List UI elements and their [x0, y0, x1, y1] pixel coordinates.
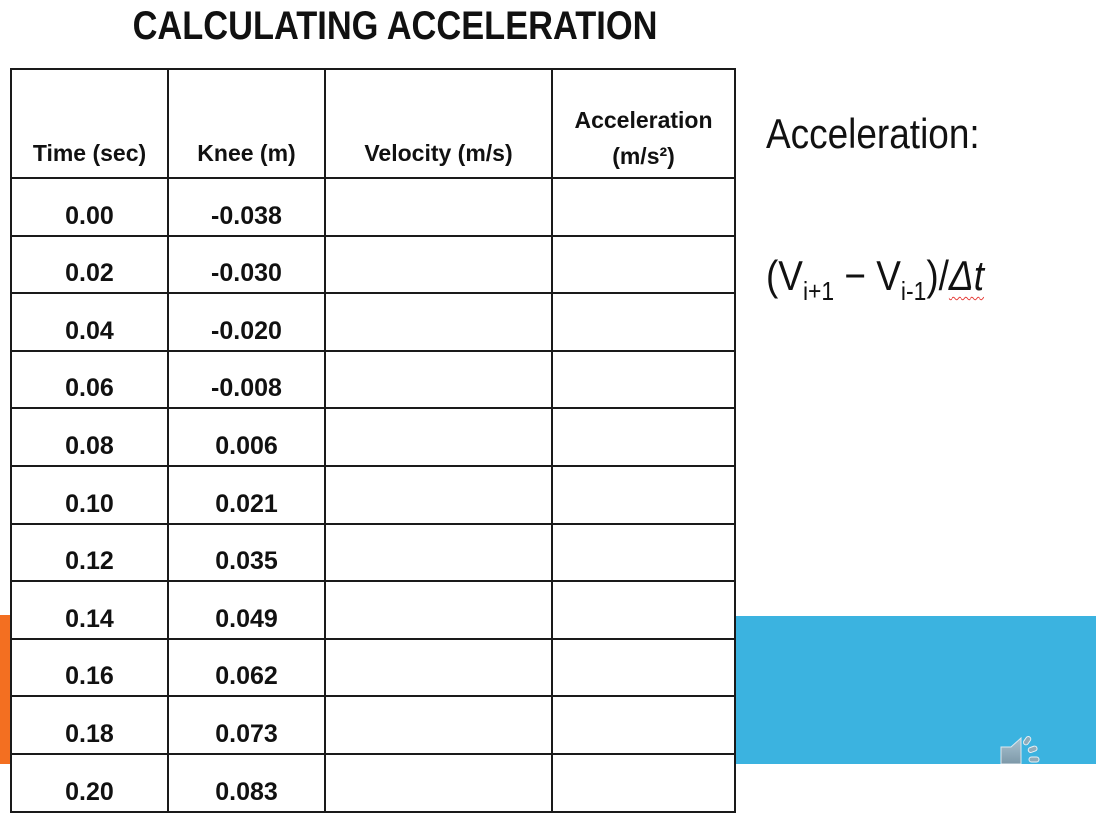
formula-minus: − V	[834, 252, 901, 299]
cell-velocity[interactable]	[324, 464, 553, 525]
acceleration-table: Time (sec) Knee (m) Velocity (m/s) Accel…	[10, 68, 736, 813]
cell-knee: 0.035	[167, 522, 326, 583]
cell-velocity[interactable]	[324, 407, 553, 467]
cell-knee: 0.073	[167, 695, 326, 755]
cell-acceleration[interactable]	[551, 464, 736, 525]
cell-velocity[interactable]	[324, 177, 553, 237]
header-acceleration-line1: Acceleration	[574, 107, 713, 133]
table-row: 0.08 0.006	[10, 407, 736, 467]
table-row: 0.02 -0.030	[10, 234, 736, 295]
cell-acceleration[interactable]	[551, 752, 736, 813]
cell-time: 0.14	[10, 580, 169, 640]
cell-velocity[interactable]	[324, 752, 553, 813]
cell-velocity[interactable]	[324, 234, 553, 295]
cell-knee: 0.062	[167, 637, 326, 698]
table-row: 0.06 -0.008	[10, 349, 736, 410]
cell-acceleration[interactable]	[551, 292, 736, 352]
cell-time: 0.02	[10, 234, 169, 295]
table-row: 0.00 -0.038	[10, 177, 736, 237]
cell-acceleration[interactable]	[551, 580, 736, 640]
acceleration-formula: (Vi+1 − Vi-1)/Δt	[766, 252, 984, 307]
blue-accent-band	[734, 616, 1096, 764]
table-row: 0.12 0.035	[10, 522, 736, 583]
formula-close: )/	[926, 252, 949, 299]
header-acceleration: Acceleration (m/s²)	[551, 68, 736, 179]
table-row: 0.14 0.049	[10, 580, 736, 640]
table-header-row: Time (sec) Knee (m) Velocity (m/s) Accel…	[10, 68, 736, 179]
cell-acceleration[interactable]	[551, 407, 736, 467]
header-velocity: Velocity (m/s)	[324, 68, 553, 179]
cell-knee: 0.083	[167, 752, 326, 813]
cell-time: 0.06	[10, 349, 169, 410]
cell-time: 0.08	[10, 407, 169, 467]
header-knee: Knee (m)	[167, 68, 326, 179]
cell-knee: 0.049	[167, 580, 326, 640]
formula-open: (V	[766, 252, 803, 299]
formula-sub-prev: i-1	[900, 276, 927, 306]
cell-time: 0.16	[10, 637, 169, 698]
cell-velocity[interactable]	[324, 580, 553, 640]
table-row: 0.10 0.021	[10, 464, 736, 525]
cell-knee: 0.021	[167, 464, 326, 525]
table-row: 0.04 -0.020	[10, 292, 736, 352]
cell-time: 0.04	[10, 292, 169, 352]
cell-velocity[interactable]	[324, 637, 553, 698]
table-row: 0.18 0.073	[10, 695, 736, 755]
formula-sub-next: i+1	[802, 276, 835, 306]
cell-velocity[interactable]	[324, 695, 553, 755]
cell-time: 0.10	[10, 464, 169, 525]
slide-title: CALCULATING ACCELERATION	[132, 4, 658, 48]
cell-time: 0.18	[10, 695, 169, 755]
cell-knee: -0.030	[167, 234, 326, 295]
cell-time: 0.12	[10, 522, 169, 583]
cell-knee: 0.006	[167, 407, 326, 467]
cell-acceleration[interactable]	[551, 234, 736, 295]
cell-acceleration[interactable]	[551, 695, 736, 755]
table-row: 0.20 0.083	[10, 752, 736, 813]
cell-acceleration[interactable]	[551, 177, 736, 237]
cell-knee: -0.038	[167, 177, 326, 237]
cell-acceleration[interactable]	[551, 522, 736, 583]
cell-acceleration[interactable]	[551, 637, 736, 698]
cell-velocity[interactable]	[324, 292, 553, 352]
cell-acceleration[interactable]	[551, 349, 736, 410]
acceleration-label: Acceleration:	[766, 110, 980, 157]
orange-accent-bar	[0, 615, 12, 764]
cell-time: 0.00	[10, 177, 169, 237]
cell-time: 0.20	[10, 752, 169, 813]
cell-knee: -0.020	[167, 292, 326, 352]
cell-knee: -0.008	[167, 349, 326, 410]
speaker-icon[interactable]	[1000, 735, 1046, 765]
table-row: 0.16 0.062	[10, 637, 736, 698]
cell-velocity[interactable]	[324, 522, 553, 583]
formula-delta-t: Δt	[948, 252, 985, 299]
cell-velocity[interactable]	[324, 349, 553, 410]
header-time: Time (sec)	[10, 68, 169, 179]
header-acceleration-line2: (m/s²)	[612, 143, 675, 169]
